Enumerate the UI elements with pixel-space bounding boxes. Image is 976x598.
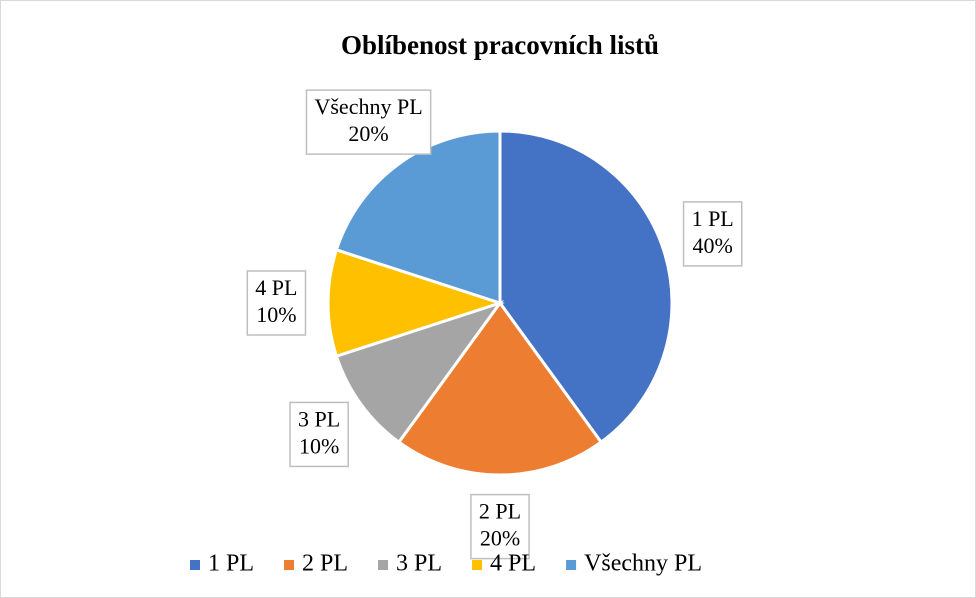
pie-slice bbox=[326, 247, 505, 359]
label-category: 2 PL bbox=[479, 499, 521, 524]
legend-swatch bbox=[284, 560, 295, 570]
legend-label: 4 PL bbox=[490, 551, 536, 577]
label-value: 40% bbox=[692, 233, 732, 258]
legend-label: 3 PL bbox=[396, 551, 442, 577]
label-category: 1 PL bbox=[692, 206, 734, 231]
legend-label: 2 PL bbox=[302, 551, 348, 577]
legend-swatch bbox=[566, 560, 577, 570]
pie-slice bbox=[396, 300, 604, 477]
label-category: Všechny PL bbox=[314, 94, 422, 119]
pie-slice bbox=[334, 300, 504, 445]
label-box bbox=[246, 270, 307, 336]
legend-swatch bbox=[190, 560, 200, 570]
label-category: 4 PL bbox=[255, 275, 297, 300]
label-box bbox=[305, 89, 432, 155]
legend-swatch bbox=[378, 560, 389, 570]
legend-label: Všechny PL bbox=[584, 551, 702, 577]
pie-slice bbox=[334, 129, 502, 306]
label-value: 10% bbox=[256, 302, 296, 327]
legend-label: 1 PL bbox=[208, 551, 254, 577]
label-value: 20% bbox=[348, 121, 388, 146]
label-box bbox=[289, 401, 349, 468]
label-box bbox=[470, 493, 530, 560]
label-value: 10% bbox=[299, 433, 339, 458]
legend-swatch bbox=[472, 560, 483, 570]
chart-title: Oblíbenost pracovních listů bbox=[341, 30, 659, 60]
pie-slice bbox=[498, 129, 674, 445]
label-value: 20% bbox=[480, 526, 520, 551]
label-box bbox=[682, 201, 743, 267]
label-category: 3 PL bbox=[298, 406, 340, 431]
